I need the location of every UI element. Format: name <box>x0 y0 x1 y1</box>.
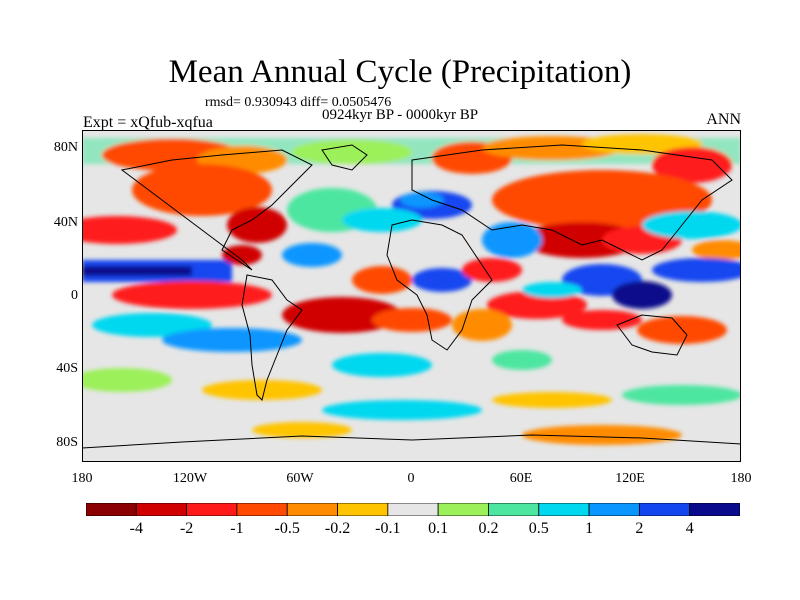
colorbar-segment <box>86 503 137 516</box>
colorbar-segment <box>337 503 389 516</box>
map-frame <box>82 130 741 462</box>
lat-tick-label: 40N <box>53 215 78 230</box>
colorbar-segment <box>186 503 238 516</box>
season-label: ANN <box>706 111 741 128</box>
colorbar-segment <box>538 503 590 516</box>
coastlines <box>82 144 741 449</box>
lon-tick-label: 120W <box>172 471 208 486</box>
colorbar-segment <box>689 503 740 516</box>
lat-tick-label: 80S <box>56 435 78 450</box>
colorbar <box>86 503 740 516</box>
colorbar-tick-label: -1 <box>230 520 244 537</box>
colorbar-segment <box>135 503 188 516</box>
colorbar-tick-label: -4 <box>129 520 143 537</box>
colorbar-tick-label: 4 <box>685 520 694 537</box>
lat-tick-label: 80N <box>53 140 78 155</box>
colorbar-tick-label: 0.5 <box>528 520 549 537</box>
plot-title: Mean Annual Cycle (Precipitation) <box>168 54 632 90</box>
lon-tick-label: 120E <box>615 471 645 486</box>
colorbar-tick-label: -0.1 <box>375 520 401 537</box>
anomaly-field <box>82 134 741 445</box>
lon-tick-label: 60W <box>286 471 314 486</box>
rmsd-diff-stats: rmsd= 0.930943 diff= 0.0505476 <box>205 95 392 110</box>
colorbar-segment <box>488 503 540 516</box>
colorbar-segment <box>387 503 439 516</box>
colorbar-segment <box>588 503 640 516</box>
colorbar-tick-label: 2 <box>635 520 644 537</box>
colorbar-segment <box>437 503 489 516</box>
colorbar-segment <box>638 503 691 516</box>
precipitation-map <box>82 130 741 462</box>
lat-tick-label: 40S <box>56 361 78 376</box>
colorbar-tick-label: 0.2 <box>478 520 499 537</box>
colorbar-tick-label: -2 <box>179 520 194 537</box>
lat-tick-label: 0 <box>71 288 78 303</box>
colorbar-segment <box>236 503 288 516</box>
colorbar-tick-label: 1 <box>585 520 594 537</box>
lon-tick-label: 0 <box>407 471 415 486</box>
colorbar-tick-label: 0.1 <box>428 520 449 537</box>
lon-tick-label: 180 <box>730 471 752 486</box>
time-period: 0924kyr BP - 0000kyr BP <box>322 107 479 123</box>
colorbar-tick-label: -0.2 <box>324 520 351 537</box>
lon-tick-label: 180 <box>71 471 93 486</box>
lon-tick-label: 60E <box>509 471 533 486</box>
map-canvas <box>82 130 741 462</box>
colorbar-tick-label: -0.5 <box>274 520 300 537</box>
colorbar-segment <box>286 503 338 516</box>
experiment-label: Expt = xQfub-xqfua <box>83 114 213 131</box>
